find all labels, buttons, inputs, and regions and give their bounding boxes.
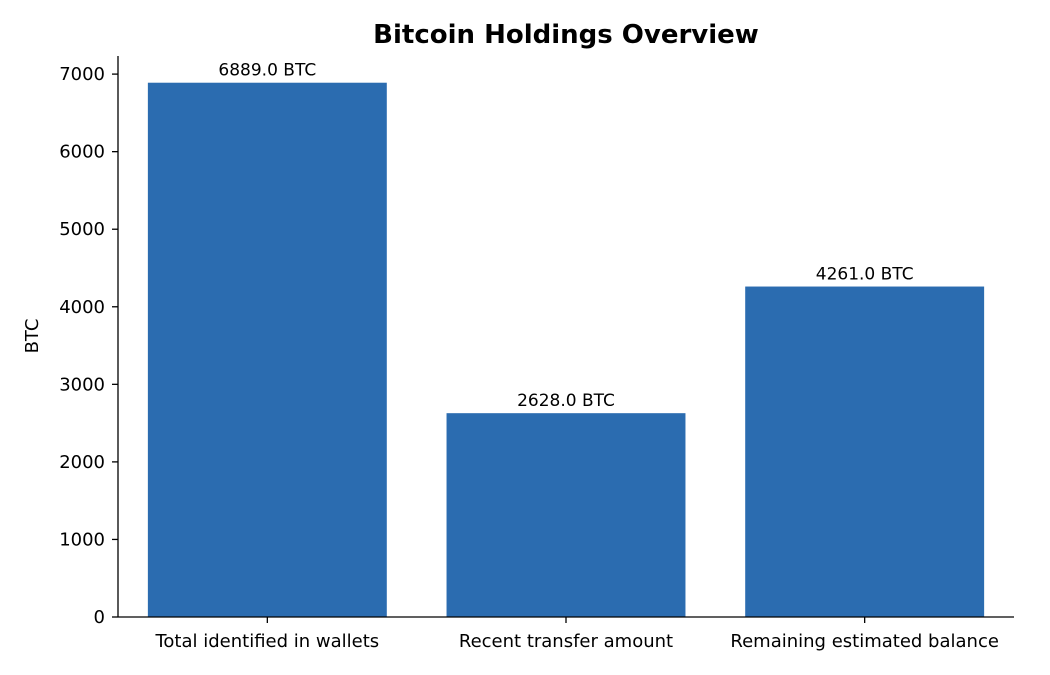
data-labels: 6889.0 BTC 2628.0 BTC 4261.0 BTC bbox=[218, 61, 913, 411]
bar-value-label: 2628.0 BTC bbox=[517, 391, 615, 411]
y-axis-label: BTC bbox=[22, 319, 43, 354]
y-tick-label: 6000 bbox=[59, 142, 105, 163]
y-tick-label: 3000 bbox=[59, 374, 105, 395]
x-tick-label: Remaining estimated balance bbox=[730, 631, 999, 652]
y-tick-label: 7000 bbox=[59, 64, 105, 85]
y-tick-label: 4000 bbox=[59, 297, 105, 318]
bar bbox=[147, 82, 387, 617]
bars bbox=[147, 82, 985, 617]
y-axis-ticks: 0 1000 2000 3000 4000 5000 6000 7000 bbox=[59, 64, 118, 628]
x-tick-label: Recent transfer amount bbox=[459, 631, 673, 652]
y-tick-label: 2000 bbox=[59, 452, 105, 473]
y-tick-label: 1000 bbox=[59, 529, 105, 550]
x-axis-ticks: Total identified in wallets Recent transf… bbox=[154, 617, 999, 652]
y-tick-label: 5000 bbox=[59, 219, 105, 240]
bar bbox=[446, 413, 686, 617]
bar-value-label: 4261.0 BTC bbox=[816, 265, 914, 285]
bar bbox=[745, 286, 985, 617]
x-tick-label: Total identified in wallets bbox=[154, 631, 379, 652]
y-tick-label: 0 bbox=[94, 607, 105, 628]
chart-title: Bitcoin Holdings Overview bbox=[373, 20, 759, 50]
bar-value-label: 6889.0 BTC bbox=[218, 61, 316, 81]
